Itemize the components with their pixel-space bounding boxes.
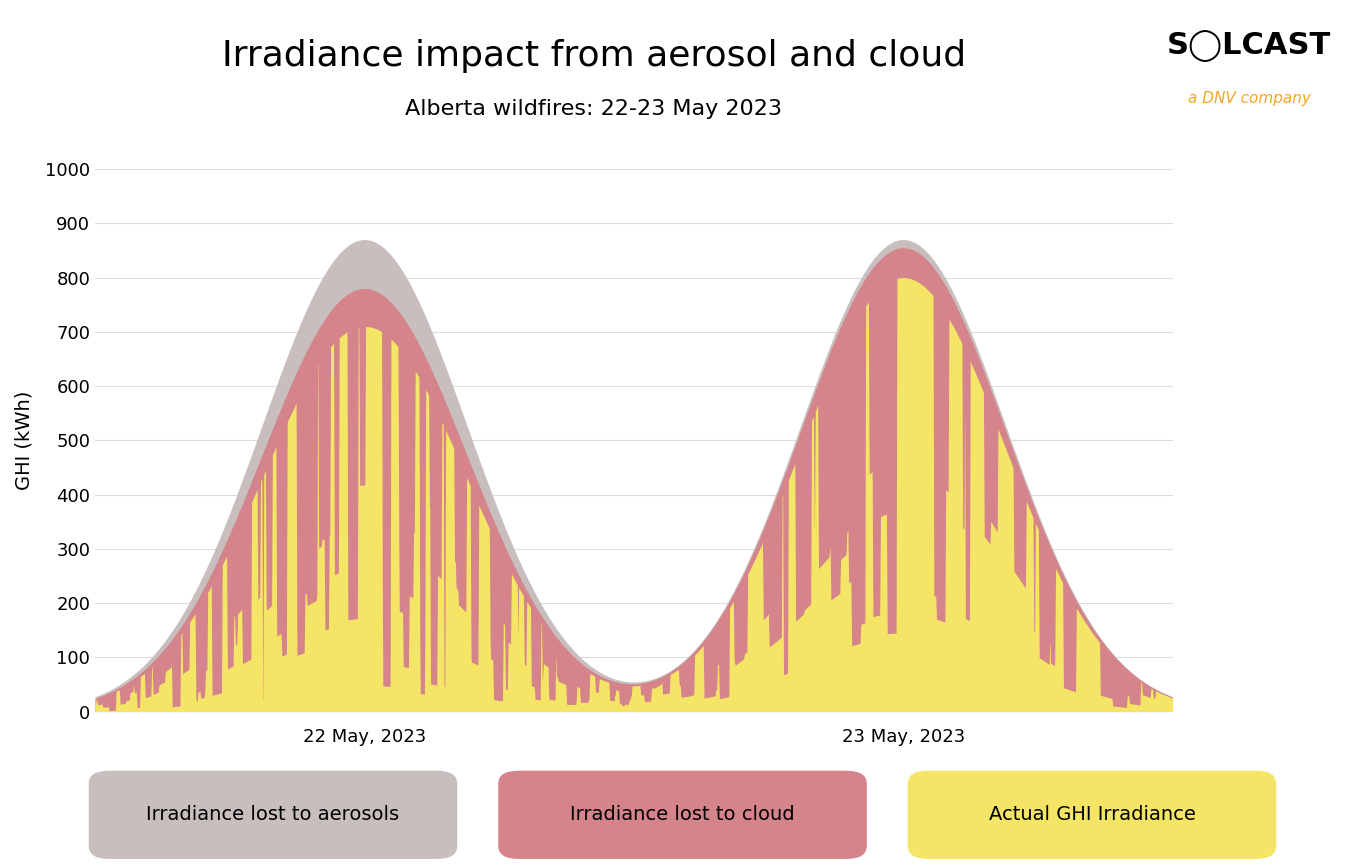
Y-axis label: GHI (kWh): GHI (kWh) <box>15 391 34 490</box>
Text: Irradiance lost to aerosols: Irradiance lost to aerosols <box>146 805 400 824</box>
Text: Irradiance impact from aerosol and cloud: Irradiance impact from aerosol and cloud <box>221 39 966 73</box>
Text: Alberta wildfires: 22-23 May 2023: Alberta wildfires: 22-23 May 2023 <box>405 99 782 119</box>
Text: Irradiance lost to cloud: Irradiance lost to cloud <box>571 805 794 824</box>
Text: Actual GHI Irradiance: Actual GHI Irradiance <box>988 805 1196 824</box>
Text: a DNV company: a DNV company <box>1188 91 1310 106</box>
Text: S◯LCAST: S◯LCAST <box>1167 30 1331 62</box>
